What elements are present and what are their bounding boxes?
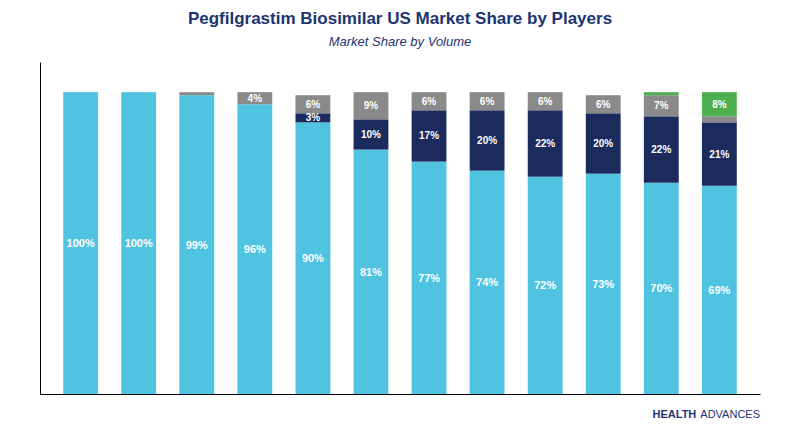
bar bbox=[470, 171, 505, 394]
annotation-part: ADVANCES bbox=[700, 408, 760, 420]
bar bbox=[63, 92, 98, 394]
bars bbox=[63, 92, 737, 394]
bar bbox=[702, 116, 737, 122]
data-label: 74% bbox=[476, 276, 498, 288]
bar bbox=[121, 92, 156, 93]
bar bbox=[121, 92, 156, 93]
bar bbox=[644, 95, 679, 116]
series bbox=[63, 92, 737, 394]
bar bbox=[179, 92, 214, 93]
data-label: 10% bbox=[361, 129, 381, 140]
bar bbox=[121, 92, 156, 394]
bar bbox=[179, 95, 214, 394]
bar bbox=[63, 92, 98, 93]
bar bbox=[586, 95, 621, 96]
bar bbox=[412, 162, 447, 394]
bar bbox=[354, 92, 389, 119]
bar bbox=[63, 92, 98, 93]
bar bbox=[644, 92, 679, 95]
bar bbox=[586, 95, 621, 113]
data-label: 77% bbox=[418, 272, 440, 284]
data-label: 100% bbox=[67, 237, 95, 249]
bar bbox=[237, 104, 272, 394]
bar bbox=[528, 92, 563, 110]
data-label: 6% bbox=[538, 96, 553, 107]
x-axis bbox=[41, 394, 761, 395]
plot: 100% 100% 99% 96% 90% 81% 77% 74% 72% 73% 70% 69% 3%… bbox=[41, 63, 761, 395]
bar bbox=[412, 92, 447, 110]
bar bbox=[412, 110, 447, 161]
axis-line bbox=[40, 63, 41, 395]
bar bbox=[63, 92, 98, 93]
data-label: 9% bbox=[364, 100, 379, 111]
data-label: 70% bbox=[650, 282, 672, 294]
series bbox=[644, 92, 737, 116]
data-label: 4% bbox=[248, 93, 263, 104]
data-label: 99% bbox=[186, 239, 208, 251]
bar bbox=[237, 92, 272, 104]
bar bbox=[644, 183, 679, 394]
bar bbox=[354, 150, 389, 394]
data-label: 22% bbox=[651, 144, 671, 155]
bar bbox=[354, 92, 389, 93]
data-label: 100% bbox=[125, 237, 153, 249]
bar bbox=[354, 119, 389, 149]
bar bbox=[528, 110, 563, 176]
data-label: 6% bbox=[306, 99, 321, 110]
bar bbox=[470, 92, 505, 93]
bar bbox=[528, 177, 563, 394]
data-label: 8% bbox=[712, 99, 727, 110]
data-label: 20% bbox=[477, 135, 497, 146]
bar bbox=[179, 92, 214, 95]
data-label: 7% bbox=[654, 100, 669, 111]
y-axis bbox=[40, 63, 41, 395]
axis-line bbox=[41, 394, 761, 395]
annotation-part: HEALTH bbox=[653, 408, 697, 420]
data-label: 3% bbox=[306, 112, 321, 123]
subtitle: Market Share by Volume bbox=[329, 34, 472, 49]
series bbox=[179, 92, 736, 122]
watermark: HEALTHADVANCES bbox=[653, 408, 761, 420]
annotation: HEALTHADVANCES bbox=[653, 408, 761, 420]
bar bbox=[295, 95, 330, 113]
bar bbox=[295, 113, 330, 122]
data-label: 20% bbox=[593, 138, 613, 149]
bar bbox=[586, 174, 621, 394]
bar bbox=[644, 116, 679, 182]
data-label: 73% bbox=[592, 278, 614, 290]
data-label: 17% bbox=[419, 130, 439, 141]
bar bbox=[412, 92, 447, 93]
data-label: 21% bbox=[709, 149, 729, 160]
data-label: 81% bbox=[360, 266, 382, 278]
bar bbox=[702, 122, 737, 185]
data-label: 69% bbox=[708, 284, 730, 296]
bar bbox=[702, 186, 737, 394]
bar bbox=[295, 95, 330, 96]
data-label: 72% bbox=[534, 279, 556, 291]
bar bbox=[586, 113, 621, 173]
data-label: 90% bbox=[302, 252, 324, 264]
bar bbox=[470, 110, 505, 170]
series bbox=[295, 110, 736, 185]
data-label: 6% bbox=[422, 96, 437, 107]
data-label: 22% bbox=[535, 138, 555, 149]
bar bbox=[528, 92, 563, 93]
bar bbox=[702, 92, 737, 116]
bar bbox=[121, 92, 156, 93]
data-label: 6% bbox=[480, 96, 495, 107]
data-labels: 100% 100% 99% 96% 90% 81% 77% 74% 72% 73% 70% 69% 3%… bbox=[67, 93, 731, 296]
chart: Pegfilgrastim Biosimilar US Market Share… bbox=[0, 0, 800, 430]
bar bbox=[295, 122, 330, 394]
data-label: 96% bbox=[244, 243, 266, 255]
data-label: 6% bbox=[596, 99, 611, 110]
title: Pegfilgrastim Biosimilar US Market Share… bbox=[188, 9, 612, 28]
bar bbox=[470, 92, 505, 110]
